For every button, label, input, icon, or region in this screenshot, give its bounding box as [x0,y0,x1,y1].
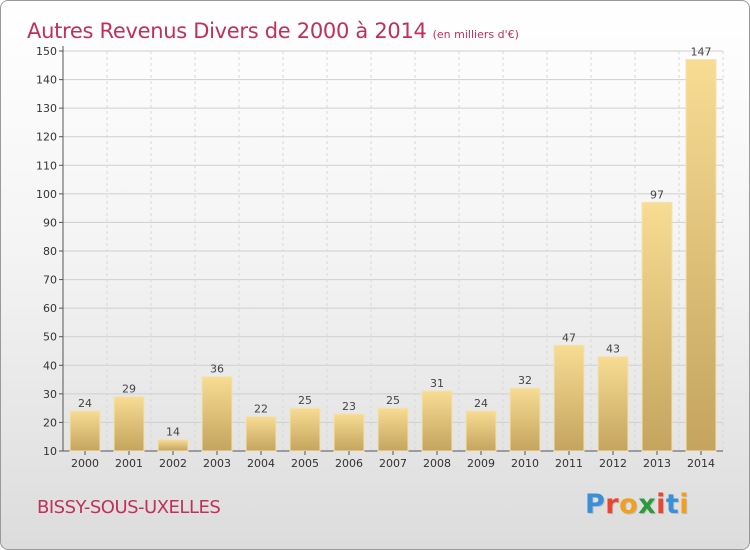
y-tick-label: 80 [43,245,57,258]
bar [421,390,453,452]
y-tick-label: 90 [43,216,57,229]
data-label: 22 [254,403,268,416]
data-label: 24 [474,397,488,410]
x-tick-label: 2001 [115,457,143,470]
data-label: 25 [298,394,312,407]
x-tick-label: 2011 [555,457,583,470]
y-tick-label: 110 [36,159,57,172]
x-tick-label: 2009 [467,457,495,470]
data-label: 23 [342,400,356,413]
proxiti-logo[interactable]: Proxiti [585,489,689,520]
chart-title: Autres Revenus Divers de 2000 à 2014 (en … [27,8,519,46]
data-label: 97 [650,188,664,201]
data-label: 29 [122,383,136,396]
x-tick-label: 2000 [71,457,99,470]
bar [289,407,321,452]
data-label: 43 [606,343,620,356]
bar [597,356,629,452]
data-label: 36 [210,363,224,376]
data-label: 31 [430,377,444,390]
x-tick-label: 2003 [203,457,231,470]
bar [377,407,409,452]
bar [245,416,277,452]
chart-title-unit: (en milliers d'€) [432,28,519,41]
bar [113,396,145,452]
x-tick-label: 2008 [423,457,451,470]
x-tick-label: 2013 [643,457,671,470]
x-tick-label: 2012 [599,457,627,470]
y-tick-label: 50 [43,331,57,344]
y-tick-label: 10 [43,445,57,458]
bar [333,413,365,452]
bar [69,410,101,452]
x-tick-label: 2002 [159,457,187,470]
x-tick-label: 2014 [687,457,715,470]
bar [157,439,189,452]
bar [201,376,233,452]
data-label: 47 [562,331,576,344]
logo-letter: r [605,489,620,520]
data-label: 32 [518,374,532,387]
logo-letter: o [619,489,639,520]
y-tick-label: 20 [43,416,57,429]
logo-letter: t [665,489,680,520]
logo-letter: P [585,489,606,520]
x-tick-label: 2005 [291,457,319,470]
bar [641,201,673,452]
data-label: 25 [386,394,400,407]
x-tick-label: 2010 [511,457,539,470]
x-tick-label: 2004 [247,457,275,470]
y-tick-label: 70 [43,274,57,287]
y-tick-label: 40 [43,359,57,372]
data-label: 147 [691,46,712,59]
x-tick-label: 2007 [379,457,407,470]
y-tick-label: 30 [43,388,57,401]
bar [685,59,717,452]
chart-title-main: Autres Revenus Divers de 2000 à 2014 [27,19,427,43]
commune-name: BISSY-SOUS-UXELLES [37,497,221,518]
y-tick-label: 120 [36,131,57,144]
y-axis-ticks: 10 20 30 40 50 60 70 80 90 100 110 120 130 140 150 [36,45,63,458]
y-tick-label: 100 [36,188,57,201]
bars [69,59,717,452]
y-tick-label: 150 [36,45,57,58]
data-label: 14 [166,426,180,439]
y-tick-label: 60 [43,302,57,315]
bar [553,344,585,452]
data-label: 24 [78,397,92,410]
y-tick-label: 140 [36,74,57,87]
x-tick-label: 2006 [335,457,363,470]
bar [509,387,541,452]
data-labels: 24 29 14 36 22 25 23 25 31 24 32 47 43 97 147 [78,46,712,439]
y-tick-label: 130 [36,102,57,115]
logo-letter: i [656,489,666,520]
x-axis-ticks: 2000 2001 2002 2003 2004 2005 2006 2007 2008 2009… [71,451,715,470]
logo-letter: i [679,489,690,520]
logo-letter: x [638,489,657,520]
bar [465,410,497,452]
